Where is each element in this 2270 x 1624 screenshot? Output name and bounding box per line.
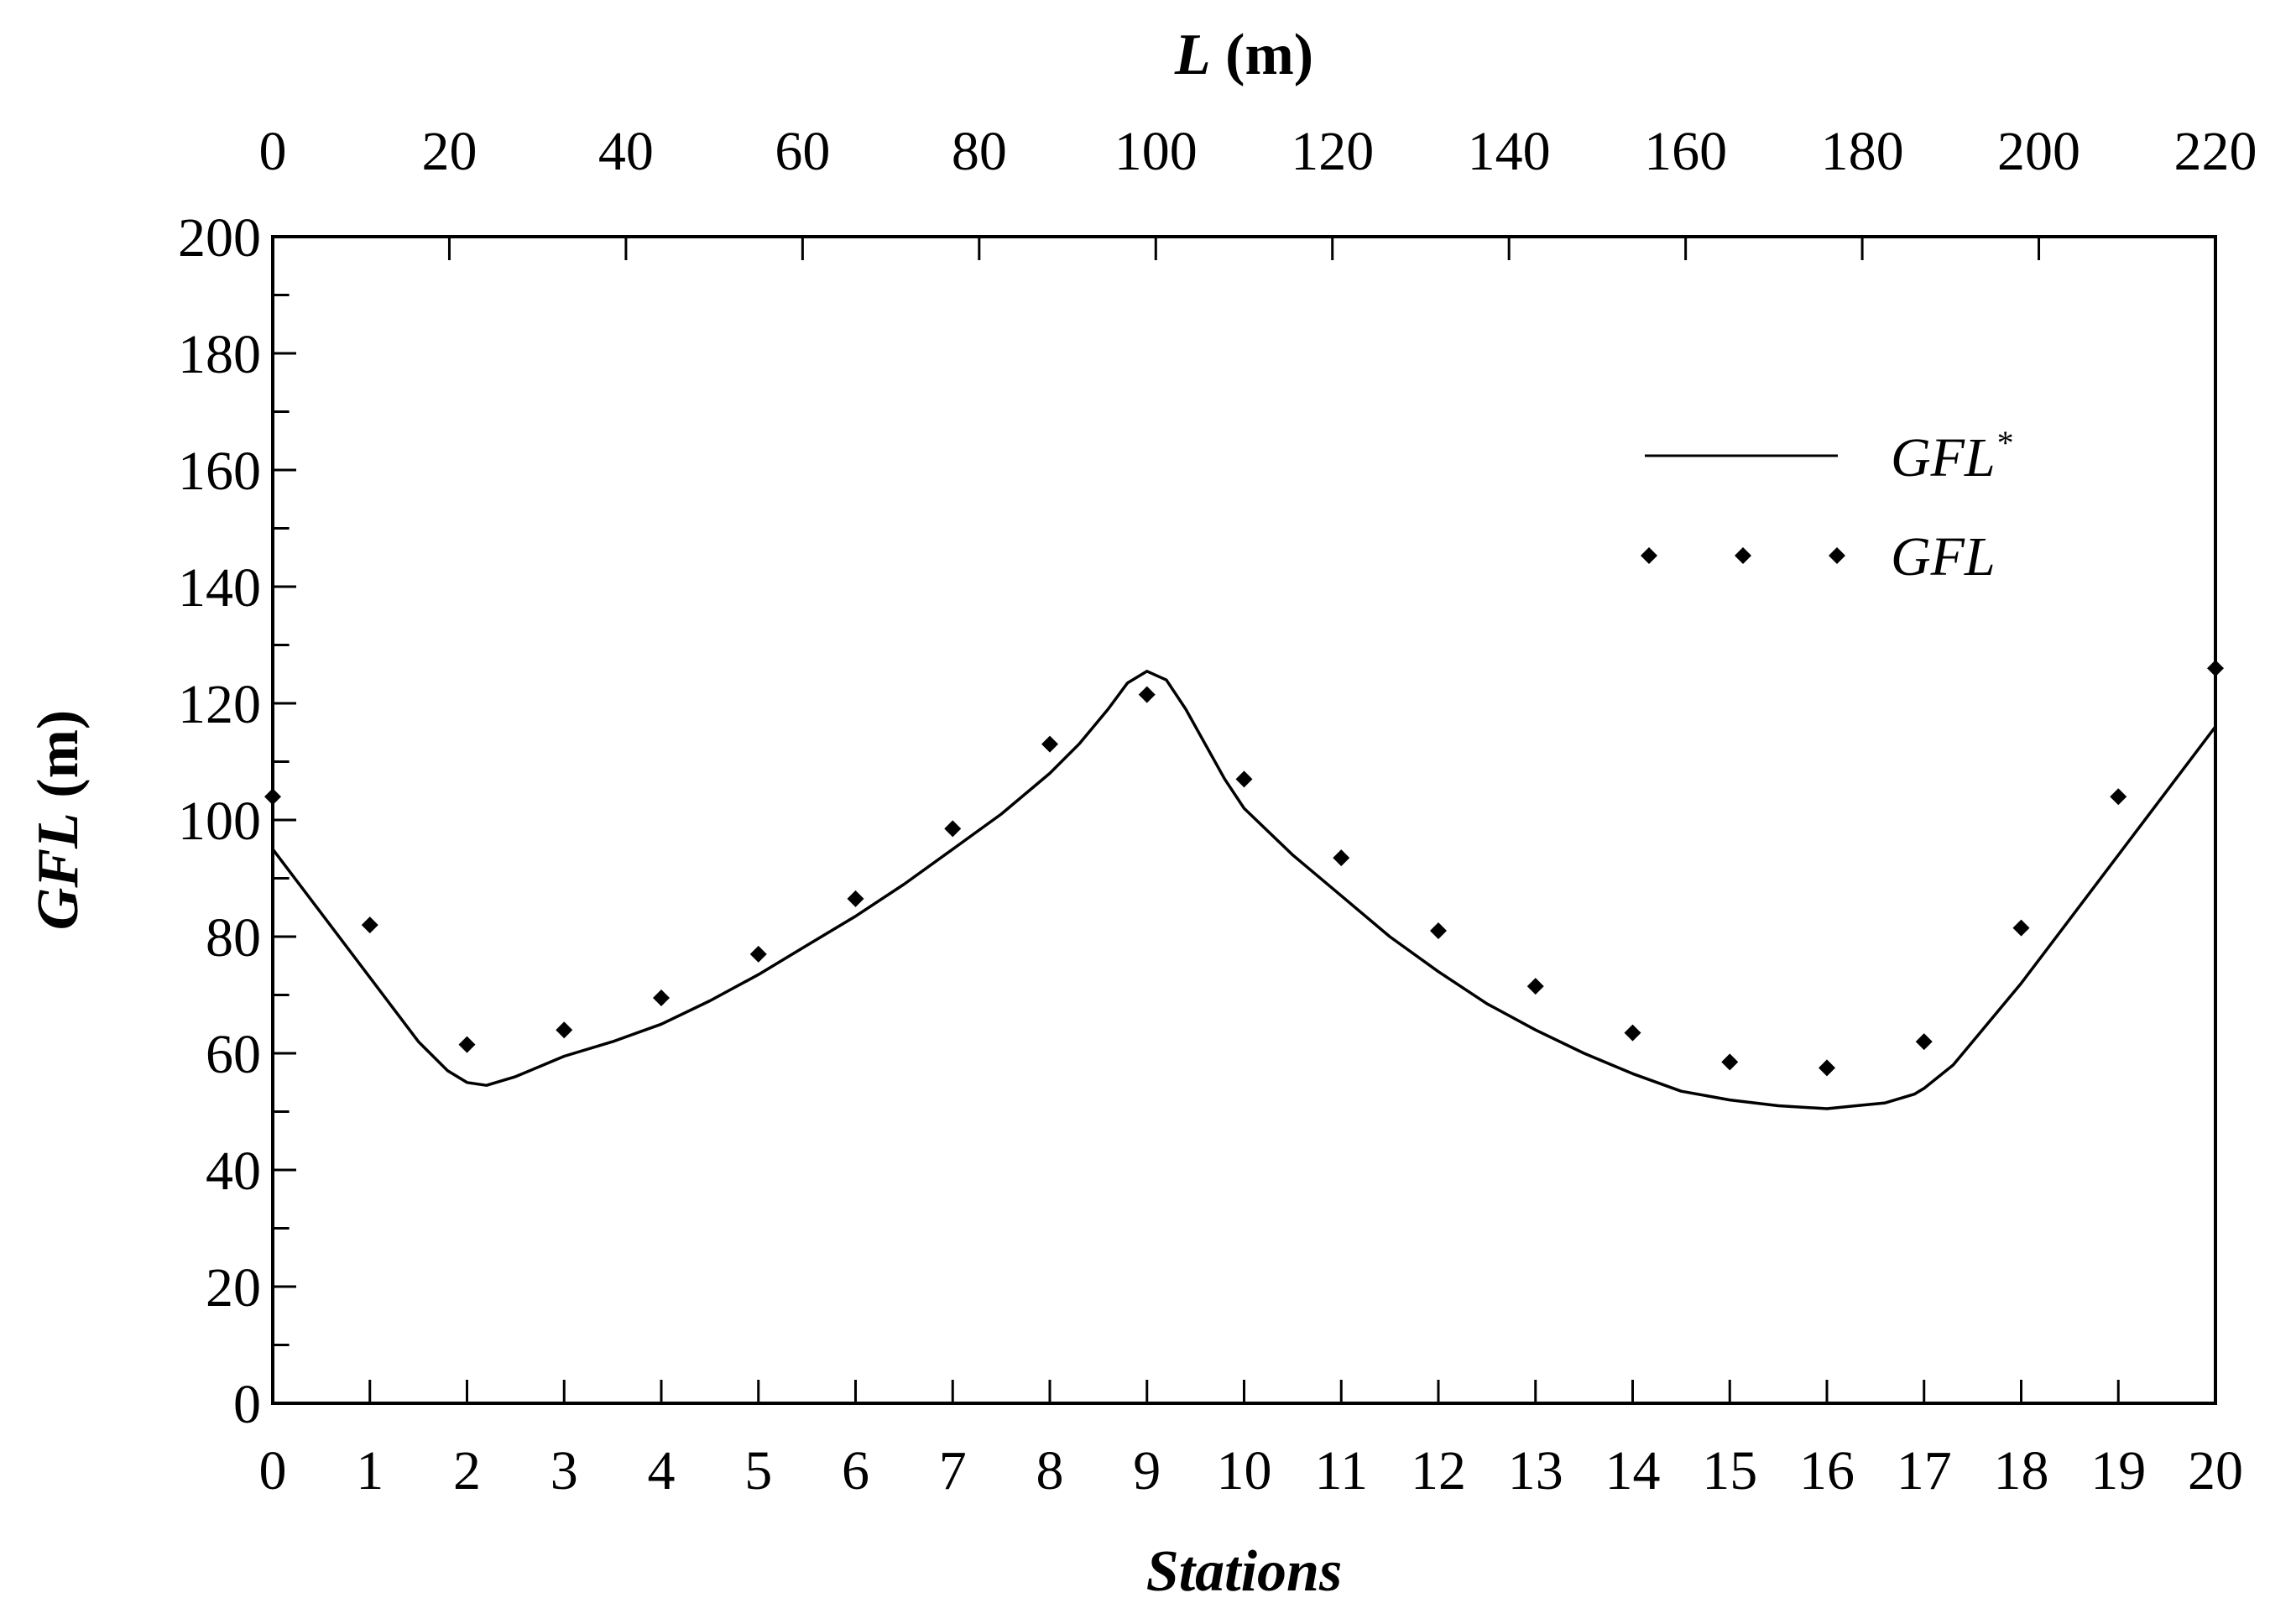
x-tick-label: 19 <box>2090 1440 2146 1501</box>
data-point-gfl <box>944 820 962 838</box>
data-point-gfl <box>361 916 378 934</box>
data-point-gfl <box>2012 919 2030 937</box>
data-point-gfl <box>1041 735 1058 753</box>
y-tick-label: 0 <box>233 1374 261 1435</box>
x-tick-label: 6 <box>842 1440 869 1501</box>
x-top-tick-label: 180 <box>1821 121 1904 182</box>
y-tick-label: 80 <box>206 907 261 969</box>
legend-label-gfl-star-sup: * <box>1996 424 2012 462</box>
y-tick-label: 100 <box>178 791 261 852</box>
plot-frame <box>271 235 2217 1405</box>
y-tick-label: 160 <box>178 441 261 502</box>
y-axis-title-unit: (m) <box>26 710 91 812</box>
data-point-gfl <box>1430 922 1447 940</box>
data-point-gfl <box>1624 1024 1641 1042</box>
y-tick-label: 200 <box>178 207 261 269</box>
x-tick-label: 11 <box>1314 1440 1368 1501</box>
y-tick-label: 180 <box>178 324 261 385</box>
legend-diamond <box>1829 547 1845 564</box>
data-point-gfl <box>1819 1059 1835 1077</box>
x-tick-label: 3 <box>551 1440 578 1501</box>
x-tick-label: 14 <box>1605 1440 1661 1501</box>
x-top-tick-label: 20 <box>421 121 477 182</box>
y-axis-title: GFL (m) <box>26 710 91 930</box>
x-tick-label: 4 <box>648 1440 676 1501</box>
x-tick-label: 1 <box>356 1440 384 1501</box>
data-point-gfl <box>2110 788 2127 806</box>
x-top-tick-label: 200 <box>1997 121 2080 182</box>
y-axis-title-main: GFL <box>26 812 91 930</box>
x-top-tick-label: 140 <box>1468 121 1551 182</box>
x-top-tick-label: 0 <box>259 121 287 182</box>
legend-label-gfl-star: GFL* <box>1891 424 2012 488</box>
x-tick-label: 10 <box>1217 1440 1272 1501</box>
data-point-gfl <box>458 1036 476 1053</box>
x-top-tick-label: 40 <box>598 121 654 182</box>
x-top-tick-label: 160 <box>1644 121 1727 182</box>
x-tick-label: 17 <box>1897 1440 1952 1501</box>
y-tick-label: 120 <box>178 674 261 735</box>
x-top-tick-label: 220 <box>2174 121 2257 182</box>
legend-diamond <box>1735 547 1751 564</box>
legend-diamond-swatch <box>1641 547 1845 564</box>
series-line-gfl-star <box>271 670 2217 1110</box>
x-axis-top-title-unit: (m) <box>1211 23 1313 87</box>
series-layer <box>264 660 2224 1110</box>
data-point-gfl <box>1721 1053 1739 1071</box>
x-top-tick-label: 100 <box>1114 121 1198 182</box>
data-point-gfl <box>1526 978 1544 995</box>
x-top-tick-label: 80 <box>952 121 1007 182</box>
x-tick-label: 12 <box>1411 1440 1466 1501</box>
legend-label-gfl: GFL <box>1891 526 1996 587</box>
legend-label-gfl-star-main: GFL <box>1891 427 1996 488</box>
data-point-gfl <box>1333 849 1350 867</box>
data-point-gfl <box>1138 686 1156 703</box>
y-tick-label: 20 <box>206 1257 261 1319</box>
x-tick-label: 18 <box>1994 1440 2049 1501</box>
legend-diamond <box>1641 547 1657 564</box>
x-tick-label: 13 <box>1508 1440 1563 1501</box>
x-axis-bottom-title: Stations <box>1146 1539 1342 1604</box>
data-point-gfl <box>653 989 670 1006</box>
x-top-tick-label: 60 <box>775 121 830 182</box>
x-tick-label: 5 <box>744 1440 772 1501</box>
x-tick-label: 0 <box>259 1440 287 1501</box>
x-axis-top-title-main: L <box>1174 23 1211 87</box>
x-tick-label: 20 <box>2188 1440 2243 1501</box>
y-tick-label: 140 <box>178 557 261 619</box>
x-tick-label: 16 <box>1799 1440 1855 1501</box>
x-top-tick-label: 120 <box>1291 121 1374 182</box>
data-point-gfl <box>749 945 767 963</box>
legend: GFL* GFL <box>1641 424 2012 587</box>
x-tick-label: 7 <box>939 1440 967 1501</box>
x-tick-label: 2 <box>453 1440 481 1501</box>
data-point-gfl <box>1235 770 1253 788</box>
tick-labels: 0 1 2 3 4 5 6 7 8 9 10 11 12 13 14 15 16 17 18 19 200 20 40 60 8… <box>178 121 2257 1501</box>
axis-ticks <box>271 235 2217 1405</box>
x-tick-label: 8 <box>1036 1440 1064 1501</box>
x-tick-label: 9 <box>1133 1440 1161 1501</box>
y-tick-label: 60 <box>206 1024 261 1085</box>
data-point-gfl <box>1915 1033 1933 1051</box>
x-tick-label: 15 <box>1702 1440 1757 1501</box>
data-point-gfl <box>847 890 864 907</box>
x-axis-top-title: L (m) <box>1174 23 1313 87</box>
y-tick-label: 40 <box>206 1141 261 1202</box>
data-point-gfl <box>556 1021 573 1039</box>
